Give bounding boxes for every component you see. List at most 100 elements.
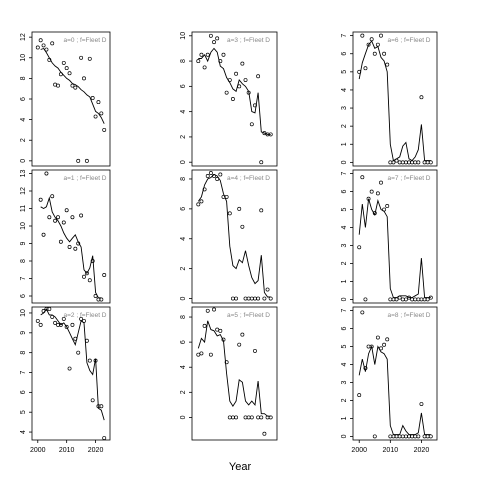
observed-point [422,160,427,165]
observed-point [422,297,427,302]
panel-frame [352,31,438,167]
observed-point [419,297,424,302]
observed-point [366,42,371,47]
observed-point [240,61,245,66]
y-tick-label: 4 [180,110,187,114]
observed-point [64,66,69,71]
y-tick-label: 6 [341,327,348,331]
observed-point [428,160,433,165]
panel-5: a=5 ; f=Fleet D 0 2 4 6 8 [180,306,278,441]
observed-point [391,160,396,165]
panel-4: a=4 ; f=Fleet D 0 2 4 6 8 [180,169,278,304]
observed-point [99,404,104,409]
panel-frame [191,306,278,441]
y-tick-label: 6 [180,340,187,344]
observed-point [256,296,261,301]
observed-point [73,246,78,251]
observed-point [230,97,235,101]
observed-point [249,296,254,301]
observed-point [208,171,213,175]
observed-point [357,393,362,398]
observed-point [259,208,264,213]
observed-point [372,434,377,439]
observed-point [99,111,104,116]
y-tick-label: 13 [20,170,27,178]
observed-point [249,415,254,420]
observed-point [79,213,84,218]
observed-point [357,245,362,250]
y-tick-label: 8 [180,315,187,319]
observed-point [262,296,267,301]
x-tick-label: 2010 [383,447,399,454]
observed-point [425,160,430,165]
y-tick-label: 5 [20,410,27,414]
observed-point [413,434,418,439]
observed-point [265,287,270,292]
observed-point [102,273,107,277]
panel-0: a=0 ; f=Fleet D 0 2 4 6 8 10 12 [20,31,111,167]
y-tick-label: 10 [180,32,187,40]
y-tick-label: 4 [20,430,27,434]
y-tick-label: 0 [180,415,187,419]
y-tick-label: 10 [20,222,27,230]
observed-point [419,402,424,407]
observed-point [230,415,235,420]
panel-frame [31,169,111,304]
panel-frame [31,31,111,167]
y-tick-label: 6 [180,84,187,88]
observed-point [403,434,408,439]
observed-point [360,33,365,38]
y-tick-label: 0 [341,297,348,301]
observed-point [259,160,264,165]
panel-title: a=8 ; f=Fleet D [388,312,431,319]
observed-point [425,434,430,439]
observed-point [44,171,49,176]
y-tick-label: 4 [20,118,27,122]
x-tick-label: 2000 [351,447,367,454]
x-tick-label: 2010 [59,447,75,454]
y-tick-label: 4 [341,88,348,92]
observed-point [375,42,380,47]
x-tick-label: 2000 [30,447,46,454]
y-tick-label: 7 [341,309,348,313]
observed-point [35,318,40,323]
y-tick-label: 11 [20,205,27,212]
y-tick-label: 0 [341,434,348,438]
fitted-line [40,308,105,421]
y-tick-label: 1 [341,142,348,146]
panel-title: a=5 ; f=Fleet D [227,312,270,319]
observed-point [58,322,63,327]
y-tick-label: 5 [341,70,348,74]
observed-point [87,56,92,61]
observed-point [53,218,58,223]
observed-point [76,158,81,163]
observed-point [407,160,411,165]
observed-point [363,297,368,302]
y-tick-label: 0 [341,160,348,164]
observed-point [218,328,223,333]
observed-point [413,160,418,165]
observed-point [227,415,232,420]
observed-point [70,83,75,88]
observed-point [243,78,248,82]
y-tick-label: 1 [341,416,348,420]
observed-point [366,344,371,349]
panel-3: a=3 ; f=Fleet D 0 2 4 6 8 10 [180,31,278,167]
fitted-line [197,320,271,417]
observed-point [90,398,95,403]
observed-point [196,59,201,64]
y-tick-label: 6 [180,207,187,211]
observed-point [379,33,383,38]
observed-point [202,65,207,70]
observed-point [50,41,55,46]
panel-frame [352,306,438,441]
fitted-line [358,344,431,436]
panel-1: a=1 ; f=Fleet D 6 7 8 9 10 11 12 13 [20,169,111,304]
observed-point [67,71,72,76]
observed-point [379,180,383,185]
observed-point [56,83,60,88]
panel-title: a=0 ; f=Fleet D [64,37,107,44]
y-tick-label: 10 [20,54,27,62]
y-tick-label: 10 [20,309,27,317]
